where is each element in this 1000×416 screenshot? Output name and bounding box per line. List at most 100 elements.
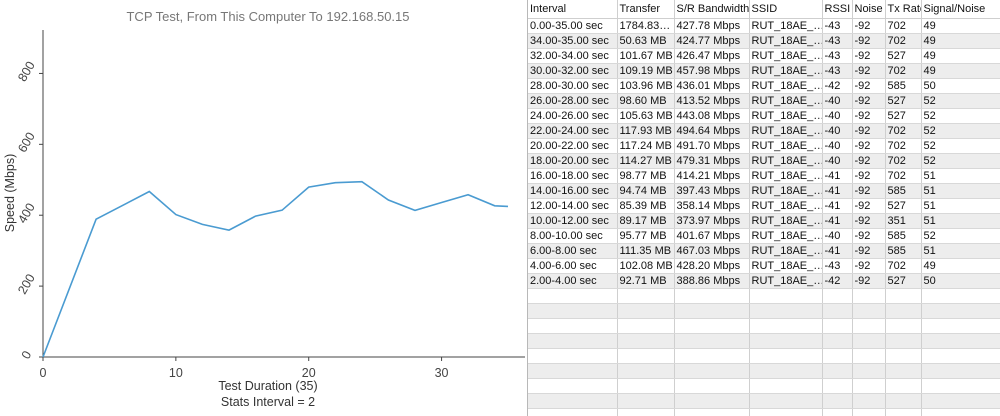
- table-cell: [674, 288, 750, 304]
- table-row[interactable]: 12.00-14.00 sec 85.39 MB 358.14 Mbps RUT_18…: [528, 198, 1000, 214]
- table-cell: -40: [822, 123, 853, 139]
- table-cell: 92.71 MB: [617, 273, 675, 289]
- table-cell: [885, 363, 922, 379]
- table-cell: [674, 333, 750, 349]
- table-cell: -92: [852, 213, 886, 229]
- table-cell: [921, 333, 1000, 349]
- empty-table-row[interactable]: [528, 393, 1000, 409]
- table-cell: 8.00-10.00 sec: [528, 228, 618, 244]
- table-cell: [528, 408, 618, 416]
- table-row[interactable]: 30.00-32.00 sec 109.19 MB 457.98 Mbps RUT_1…: [528, 63, 1000, 79]
- table-row[interactable]: 18.00-20.00 sec 114.27 MB 479.31 Mbps RUT_1…: [528, 153, 1000, 169]
- column-header-transfer[interactable]: Transfer: [617, 0, 675, 19]
- table-cell: [852, 318, 886, 334]
- table-row[interactable]: 26.00-28.00 sec 98.60 MB 413.52 Mbps RUT_18…: [528, 93, 1000, 109]
- table-cell: 95.77 MB: [617, 228, 675, 244]
- table-cell: 373.97 Mbps: [674, 213, 750, 229]
- y-tick-label: 200: [15, 272, 38, 297]
- table-row[interactable]: 16.00-18.00 sec 98.77 MB 414.21 Mbps RUT_18…: [528, 168, 1000, 184]
- table-cell: [822, 393, 853, 409]
- table-cell: [674, 348, 750, 364]
- x-tick-label: 0: [40, 366, 47, 380]
- table-cell: 702: [885, 123, 922, 139]
- table-cell: -92: [852, 48, 886, 64]
- table-row[interactable]: 34.00-35.00 sec 50.63 MB 424.77 Mbps RUT_18…: [528, 33, 1000, 49]
- table-cell: 50: [921, 273, 1000, 289]
- column-header-noise[interactable]: Noise: [852, 0, 886, 19]
- table-row[interactable]: 22.00-24.00 sec 117.93 MB 494.64 Mbps RUT_1…: [528, 123, 1000, 139]
- speed-chart: TCP Test, From This Computer To 192.168.…: [3, 9, 525, 409]
- column-header-tx-rate[interactable]: Tx Rate: [885, 0, 922, 19]
- table-cell: 28.00-30.00 sec: [528, 78, 618, 94]
- table-cell: [528, 363, 618, 379]
- table-cell: [822, 363, 853, 379]
- x-axis-ticks: 0 10 20 30: [40, 357, 449, 380]
- table-cell: 527: [885, 198, 922, 214]
- table-cell: -92: [852, 273, 886, 289]
- table-cell: 111.35 MB: [617, 243, 675, 259]
- table-row[interactable]: 4.00-6.00 sec 102.08 MB 428.20 Mbps RUT_18A…: [528, 258, 1000, 274]
- table-cell: 18.00-20.00 sec: [528, 153, 618, 169]
- table-cell: 34.00-35.00 sec: [528, 33, 618, 49]
- table-cell: [822, 303, 853, 319]
- table-cell: 585: [885, 183, 922, 199]
- table-cell: [749, 303, 823, 319]
- table-row[interactable]: 2.00-4.00 sec 92.71 MB 388.86 Mbps RUT_18AE…: [528, 273, 1000, 289]
- table-cell: [885, 303, 922, 319]
- table-cell: 479.31 Mbps: [674, 153, 750, 169]
- column-header-interval[interactable]: Interval: [528, 0, 618, 19]
- table-row[interactable]: 20.00-22.00 sec 117.24 MB 491.70 Mbps RUT_1…: [528, 138, 1000, 154]
- stats-table-panel[interactable]: Interval Transfer S/R Bandwidth SSID RSSI Noi…: [527, 0, 1000, 416]
- empty-table-row[interactable]: [528, 303, 1000, 319]
- column-header-ssid[interactable]: SSID: [749, 0, 823, 19]
- empty-table-row[interactable]: [528, 378, 1000, 394]
- empty-table-row[interactable]: [528, 288, 1000, 304]
- table-cell: -92: [852, 243, 886, 259]
- table-cell: [674, 378, 750, 394]
- table-row[interactable]: 32.00-34.00 sec 101.67 MB 426.47 Mbps RUT_1…: [528, 48, 1000, 64]
- table-cell: RUT_18AE_…: [749, 183, 823, 199]
- table-cell: RUT_18AE_…: [749, 198, 823, 214]
- table-cell: [749, 333, 823, 349]
- table-row[interactable]: 24.00-26.00 sec 105.63 MB 443.08 Mbps RUT_1…: [528, 108, 1000, 124]
- empty-table-row[interactable]: [528, 318, 1000, 334]
- table-cell: 358.14 Mbps: [674, 198, 750, 214]
- table-cell: [852, 303, 886, 319]
- table-cell: [528, 393, 618, 409]
- empty-table-row[interactable]: [528, 348, 1000, 364]
- column-header-signal-noise[interactable]: Signal/Noise: [921, 0, 1000, 19]
- column-header-s-r-bandwidth[interactable]: S/R Bandwidth: [674, 0, 750, 19]
- table-cell: -43: [822, 258, 853, 274]
- table-header-row: Interval Transfer S/R Bandwidth SSID RSSI Noi…: [528, 0, 1000, 19]
- empty-table-row[interactable]: [528, 363, 1000, 379]
- table-row[interactable]: 10.00-12.00 sec 89.17 MB 373.97 Mbps RUT_18…: [528, 213, 1000, 229]
- table-cell: 98.77 MB: [617, 168, 675, 184]
- table-cell: [528, 288, 618, 304]
- table-row[interactable]: 28.00-30.00 sec 103.96 MB 436.01 Mbps RUT_1…: [528, 78, 1000, 94]
- table-cell: [921, 318, 1000, 334]
- table-cell: 2.00-4.00 sec: [528, 273, 618, 289]
- table-cell: [885, 288, 922, 304]
- table-cell: -41: [822, 183, 853, 199]
- table-cell: 98.60 MB: [617, 93, 675, 109]
- table-cell: 22.00-24.00 sec: [528, 123, 618, 139]
- table-cell: [617, 363, 675, 379]
- table-cell: [822, 348, 853, 364]
- table-row[interactable]: 8.00-10.00 sec 95.77 MB 401.67 Mbps RUT_18A…: [528, 228, 1000, 244]
- table-cell: 702: [885, 18, 922, 34]
- table-row[interactable]: 0.00-35.00 sec 1784.83… 427.78 Mbps RUT_18A…: [528, 18, 1000, 34]
- x-tick-label: 30: [435, 366, 449, 380]
- chart-title: TCP Test, From This Computer To 192.168.…: [126, 9, 409, 24]
- table-row[interactable]: 14.00-16.00 sec 94.74 MB 397.43 Mbps RUT_18…: [528, 183, 1000, 199]
- table-cell: [822, 288, 853, 304]
- empty-table-row[interactable]: [528, 408, 1000, 416]
- table-cell: [528, 333, 618, 349]
- table-cell: 50: [921, 78, 1000, 94]
- empty-table-row[interactable]: [528, 333, 1000, 349]
- table-cell: -41: [822, 168, 853, 184]
- table-cell: -42: [822, 273, 853, 289]
- table-row[interactable]: 6.00-8.00 sec 111.35 MB 467.03 Mbps RUT_18A…: [528, 243, 1000, 259]
- table-cell: RUT_18AE_…: [749, 93, 823, 109]
- table-cell: 585: [885, 78, 922, 94]
- column-header-rssi[interactable]: RSSI: [822, 0, 853, 19]
